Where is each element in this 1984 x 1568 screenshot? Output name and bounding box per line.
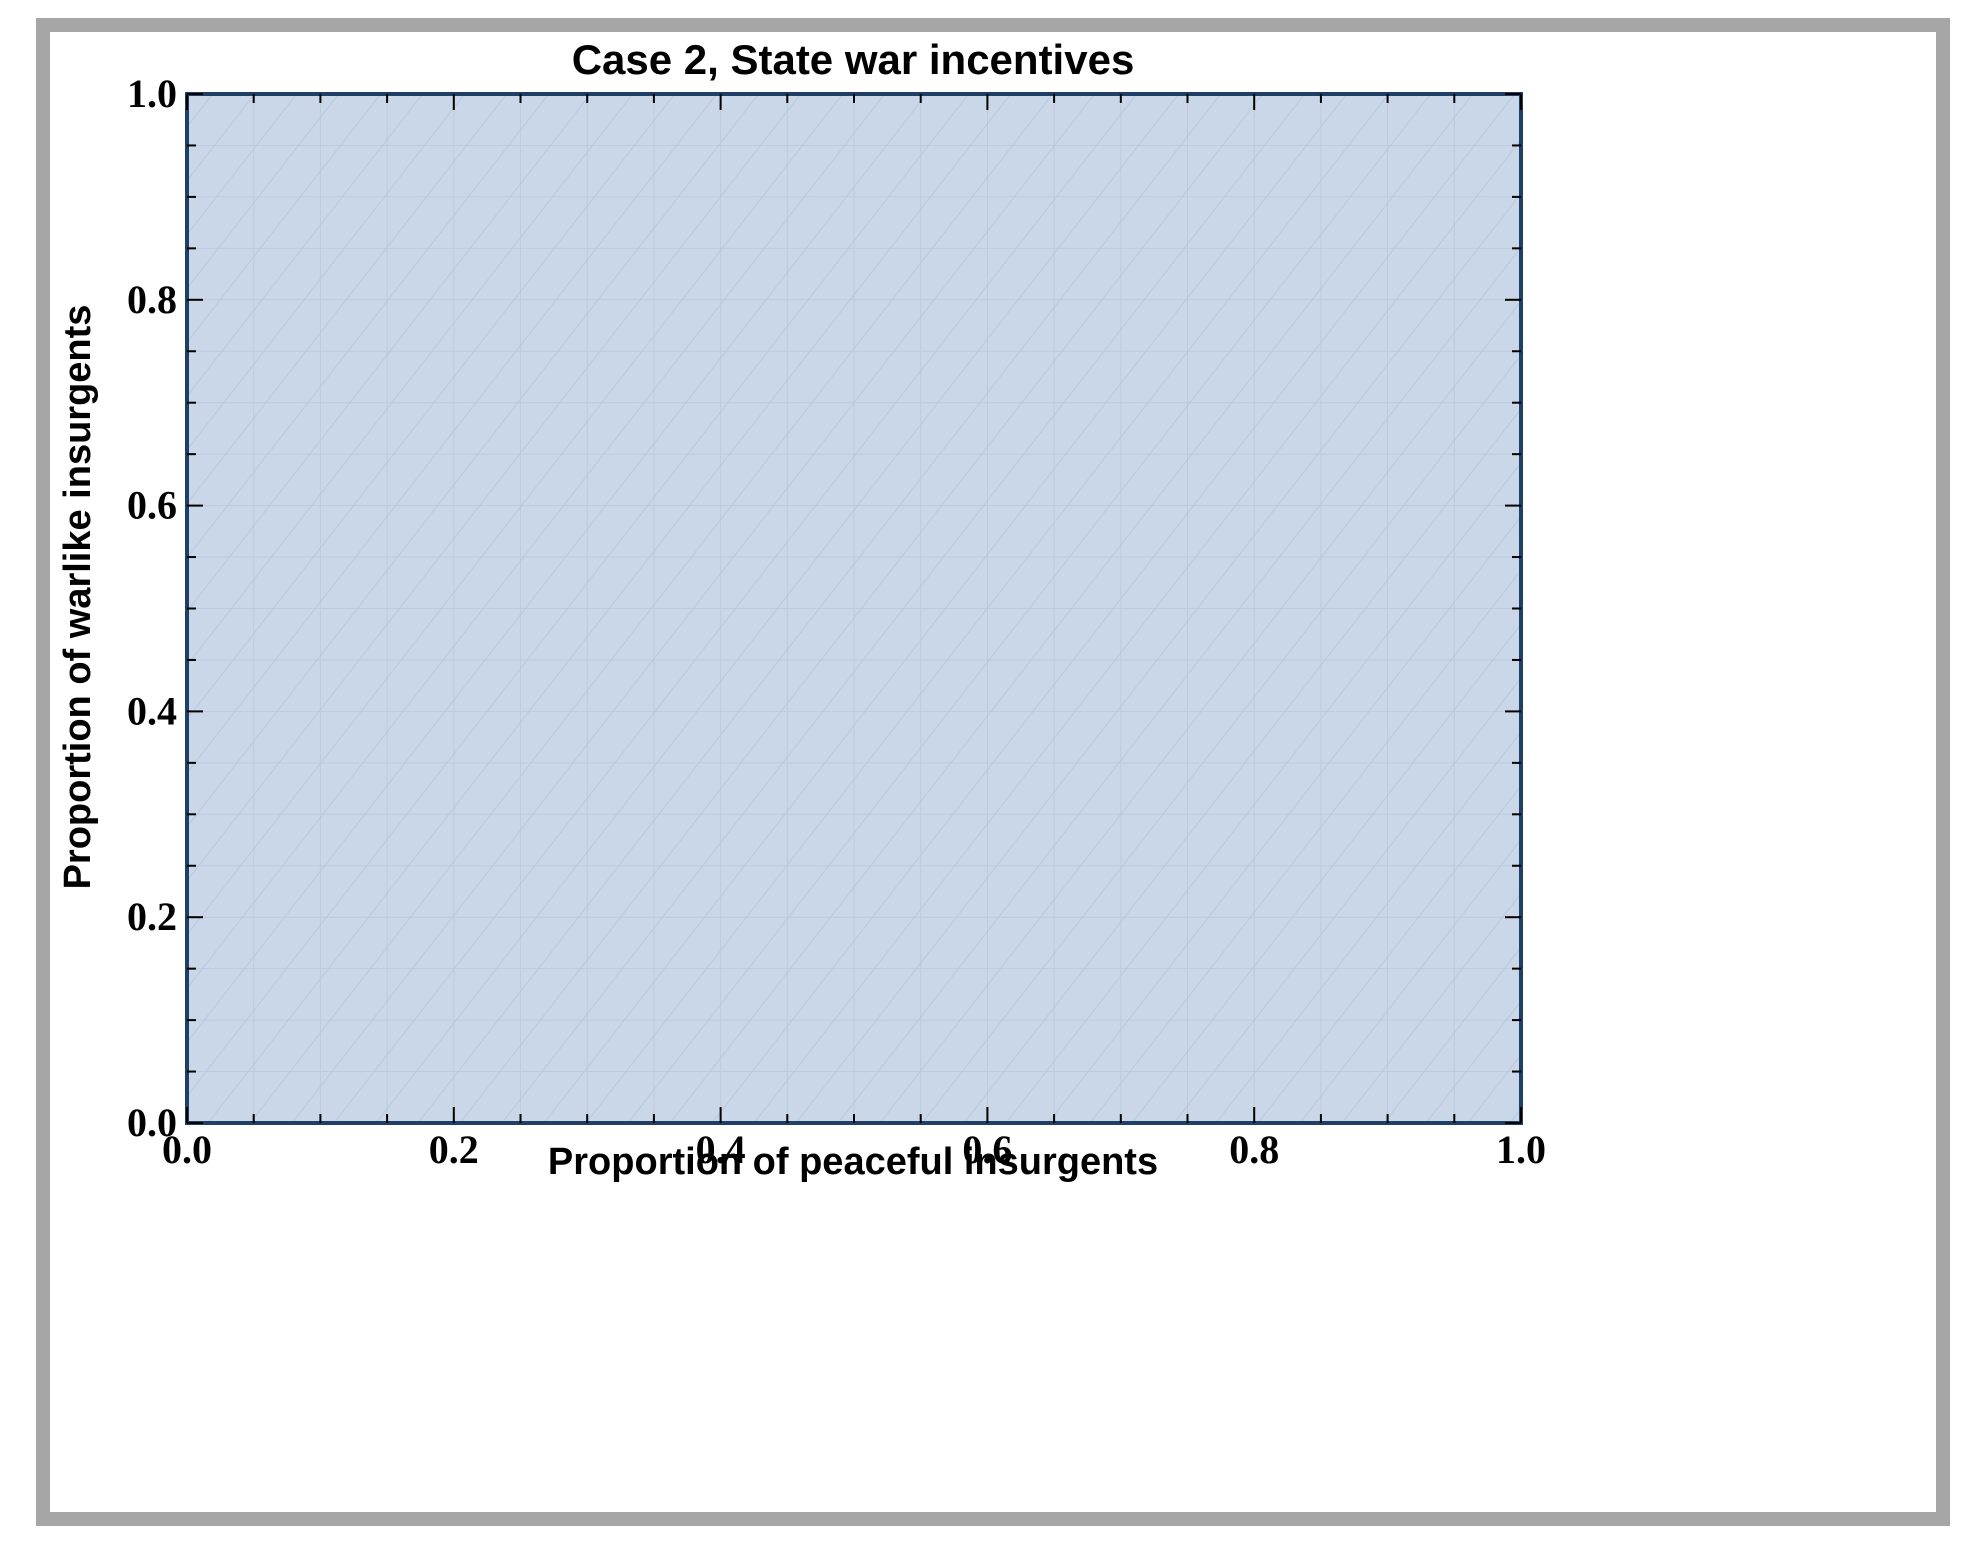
hatch-line (1720, 94, 1936, 1123)
hatch-line (921, 354, 1521, 1123)
x-tick-label: 1.0 (1496, 1127, 1546, 1172)
hatch-line (1089, 569, 1521, 1123)
hatch-line (187, 94, 550, 559)
hatch-line (1383, 946, 1521, 1123)
hatch-line (1930, 94, 1936, 1123)
x-axis-label: Proportion of peaceful insurgents (548, 1141, 1158, 1183)
hatch-line (1257, 784, 1521, 1123)
hatch-line (187, 94, 970, 1098)
grid-lines (187, 94, 1521, 1123)
hatch-line (501, 94, 1306, 1123)
hatch-line (1636, 94, 1936, 1123)
chart: Case 2, State war incentives 0.0 0.2 0.4 0.… (57, 36, 1936, 1183)
y-tick-label: 0.8 (127, 277, 177, 322)
plot-area: 0.0 0.2 0.4 0.6 0.8 1.0 0.0 0.2 0.4 0.6 0.8 1.0 (127, 71, 1936, 1172)
hatch-line (669, 94, 1474, 1123)
hatch-line (795, 192, 1521, 1123)
hatch-line (187, 94, 466, 451)
hatch-line (711, 94, 1516, 1123)
x-tick-label: 0.0 (162, 1127, 212, 1172)
hatch-line (1762, 94, 1936, 1123)
y-tick-label: 1.0 (127, 71, 177, 116)
x-tick-label: 0.2 (429, 1127, 479, 1172)
hatch-line (207, 94, 1012, 1123)
hatch-line (187, 94, 382, 344)
hatch-pattern (187, 94, 1936, 1123)
hatch-line (543, 94, 1348, 1123)
hatch-line (375, 94, 1180, 1123)
y-tick-label: 0.0 (127, 1100, 177, 1145)
hatch-line (1341, 892, 1521, 1123)
hatch-line (1215, 730, 1521, 1123)
hatch-line (627, 94, 1432, 1123)
y-axis-label: Proportion of warlike insurgents (57, 305, 99, 890)
hatch-line (1467, 1054, 1521, 1123)
hatch-line (1678, 94, 1936, 1123)
hatch-line (187, 94, 424, 398)
hatch-line (187, 94, 760, 828)
hatch-line (187, 94, 802, 882)
hatch-line (187, 94, 508, 505)
x-tick-label: 0.4 (696, 1127, 746, 1172)
hatch-line (187, 94, 718, 774)
hatch-line (333, 94, 1138, 1123)
hatch-line (1888, 94, 1936, 1123)
hatch-line (291, 94, 1096, 1123)
hatch-line (585, 94, 1390, 1123)
hatch-line (417, 94, 1222, 1123)
hatch-line (249, 94, 1054, 1123)
hatch-line (753, 138, 1521, 1123)
hatch-line (963, 407, 1521, 1123)
x-tick-label: 0.6 (962, 1127, 1012, 1172)
hatch-line (1846, 94, 1936, 1123)
y-tick-label: 0.2 (127, 894, 177, 939)
y-tick-label: 0.6 (127, 483, 177, 528)
chart-title: Case 2, State war incentives (572, 36, 1135, 83)
hatch-line (187, 94, 340, 290)
hatch-line (1173, 677, 1521, 1123)
hatch-line (1047, 515, 1521, 1123)
hatch-line (187, 94, 886, 990)
hatch-line (1552, 94, 1936, 1123)
hatch-line (187, 94, 676, 721)
hatch-line (1594, 94, 1936, 1123)
hatch-line (1509, 1107, 1521, 1123)
hatch-line (1804, 94, 1936, 1123)
x-tick-label: 0.8 (1229, 1127, 1279, 1172)
hatch-line (1299, 838, 1521, 1123)
hatch-line (187, 94, 928, 1044)
tick-marks (186, 93, 1522, 1124)
hatch-line (1131, 623, 1521, 1123)
hatch-line (459, 94, 1264, 1123)
figure-frame: Case 2, State war incentives 0.0 0.2 0.4 0.… (36, 18, 1950, 1526)
hatch-line (187, 94, 634, 667)
y-tick-label: 0.4 (127, 688, 177, 733)
hatch-line (1005, 461, 1521, 1123)
hatch-line (837, 246, 1521, 1123)
hatch-line (879, 300, 1521, 1123)
hatch-line (187, 94, 844, 936)
